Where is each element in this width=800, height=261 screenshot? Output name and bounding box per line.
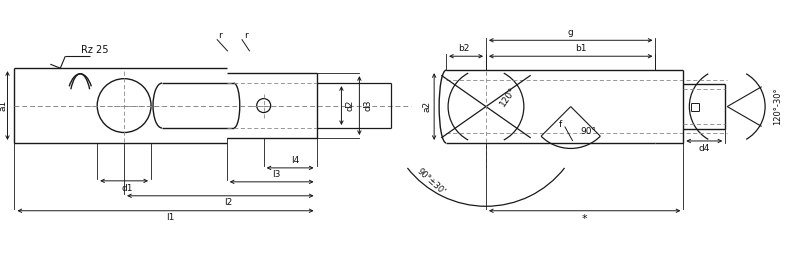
Text: 120°: 120° <box>498 85 518 108</box>
Text: 90°±30': 90°±30' <box>415 167 447 196</box>
Text: *: * <box>582 214 587 224</box>
Text: a1: a1 <box>0 100 7 111</box>
Text: l4: l4 <box>291 156 299 165</box>
Text: b2: b2 <box>458 44 470 53</box>
Text: l1: l1 <box>166 213 174 222</box>
Text: d4: d4 <box>698 144 710 153</box>
Text: d3: d3 <box>364 100 373 111</box>
Text: d1: d1 <box>122 184 133 193</box>
Text: r: r <box>218 31 222 40</box>
Text: b1: b1 <box>575 44 586 53</box>
Text: l3: l3 <box>273 170 281 179</box>
Text: d2: d2 <box>346 100 355 111</box>
Text: a2: a2 <box>422 101 432 112</box>
Text: l2: l2 <box>224 198 233 207</box>
Text: f: f <box>559 120 562 129</box>
Text: Rz 25: Rz 25 <box>82 45 109 55</box>
Text: 120°-30°: 120°-30° <box>774 88 782 125</box>
Text: 90°: 90° <box>581 127 597 136</box>
Text: g: g <box>568 28 574 37</box>
Text: r: r <box>244 31 248 40</box>
